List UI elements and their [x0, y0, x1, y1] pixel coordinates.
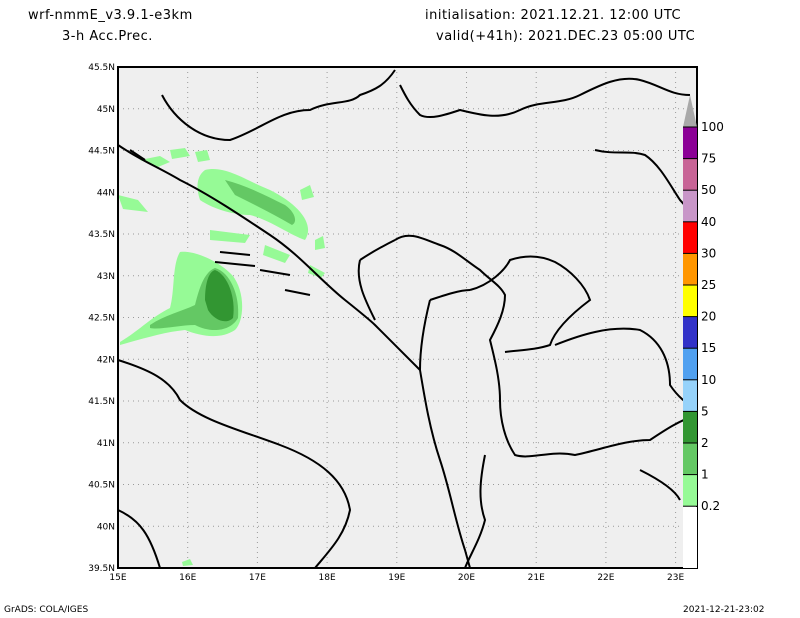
- footer-credit: GrADS: COLA/IGES: [4, 605, 89, 615]
- colorbar-label: 25: [701, 278, 716, 292]
- lon-label: 20E: [458, 573, 475, 583]
- lon-label: 19E: [388, 573, 405, 583]
- colorbar-label: 5: [701, 404, 709, 418]
- lat-label: 43N: [97, 272, 115, 282]
- colorbar-swatch: [683, 221, 697, 254]
- colorbar-swatch: [683, 474, 697, 507]
- colorbar: [683, 95, 697, 568]
- lon-label: 18E: [319, 573, 336, 583]
- colorbar-swatch: [683, 411, 697, 443]
- lat-label: 41N: [97, 439, 115, 449]
- colorbar-swatch: [683, 158, 697, 191]
- colorbar-swatch: [683, 379, 697, 412]
- colorbar-over-triangle: [683, 95, 697, 127]
- coastlines-and-borders: [117, 69, 698, 569]
- colorbar-label: 0.2: [701, 499, 720, 513]
- colorbar-label: 15: [701, 341, 716, 355]
- lat-label: 40.5N: [88, 481, 115, 491]
- lat-label: 45N: [97, 105, 115, 115]
- colorbar-label: 2: [701, 436, 709, 450]
- longitude-labels: 15E 16E 17E 18E 19E 20E 21E 22E 23E: [109, 573, 684, 583]
- colorbar-label: 100: [701, 120, 724, 134]
- lon-label: 21E: [528, 573, 545, 583]
- lon-label: 16E: [179, 573, 196, 583]
- lat-label: 44N: [97, 188, 115, 198]
- lat-label: 42N: [97, 355, 115, 365]
- colorbar-swatch: [683, 443, 697, 475]
- colorbar-swatch: [683, 348, 697, 380]
- field-title: 3-h Acc.Prec.: [62, 29, 153, 44]
- model-title: wrf-nmmE_v3.9.1-e3km: [28, 8, 193, 23]
- lat-label: 40N: [97, 522, 115, 532]
- colorbar-label: 40: [701, 215, 716, 229]
- colorbar-swatch: [683, 127, 697, 159]
- footer-timestamp: 2021-12-21-23:02: [683, 605, 765, 615]
- init-time: initialisation: 2021.12.21. 12:00 UTC: [425, 8, 682, 23]
- colorbar-label: 1: [701, 468, 709, 482]
- colorbar-label: 30: [701, 246, 716, 260]
- colorbar-label: 10: [701, 373, 716, 387]
- colorbar-swatch: [683, 285, 697, 317]
- colorbar-swatch: [683, 253, 697, 285]
- lon-label: 15E: [109, 573, 126, 583]
- colorbar-label: 20: [701, 310, 716, 324]
- colorbar-labels: 100 75 50 40 30 25 20 15 10 5 2 1 0.2: [701, 120, 724, 513]
- colorbar-swatch: [683, 316, 697, 349]
- lon-label: 23E: [667, 573, 684, 583]
- lat-label: 41.5N: [88, 397, 115, 407]
- colorbar-swatch: [683, 190, 697, 222]
- valid-time: valid(+41h): 2021.DEC.23 05:00 UTC: [436, 29, 696, 44]
- colorbar-label: 75: [701, 152, 716, 166]
- latitude-labels: 45.5N 45N 44.5N 44N 43.5N 43N 42.5N 42N 41.5N 41N…: [88, 63, 115, 574]
- lon-label: 17E: [249, 573, 266, 583]
- lat-label: 43.5N: [88, 230, 115, 240]
- lat-label: 42.5N: [88, 314, 115, 324]
- lat-label: 45.5N: [88, 63, 115, 73]
- precipitation-shading: [118, 148, 325, 566]
- lon-label: 22E: [597, 573, 614, 583]
- lat-label: 44.5N: [88, 147, 115, 157]
- lat-label: 39.5N: [88, 564, 115, 574]
- colorbar-label: 50: [701, 183, 716, 197]
